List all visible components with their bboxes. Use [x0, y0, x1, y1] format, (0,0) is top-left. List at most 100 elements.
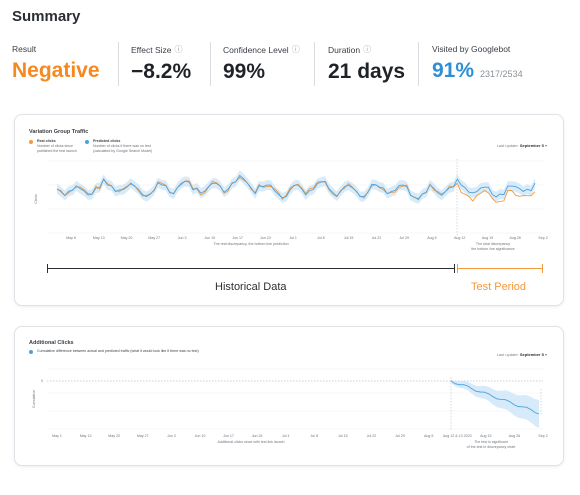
legend-label: Predicted clicks	[93, 139, 121, 143]
x-tick-label: Jun 24	[252, 434, 263, 438]
legend-dot-icon	[85, 140, 89, 144]
last-updated: Last update: September 5 ▾	[496, 352, 547, 357]
x-tick-label: May 6	[66, 236, 76, 240]
legend-predicted-clicks: Predicted clicks Number of clicks if ther…	[85, 139, 152, 153]
x-tick-label: Aug 5	[427, 236, 436, 240]
cumulative-line	[450, 380, 540, 415]
metric-divider	[418, 42, 419, 86]
info-icon[interactable]: ⓘ	[174, 45, 183, 54]
x-tick-label: May 20	[121, 236, 133, 240]
summary-metrics: Result Negative Effect Size ⓘ −8.2% Confi…	[12, 42, 568, 86]
x-tick-label: Aug 5	[424, 434, 433, 438]
x-tick-label: Jun 24	[260, 236, 271, 240]
traffic-chart-card: Variation Group Traffic Real clicks Numbe…	[14, 114, 564, 306]
x-tick-label: Jun 17	[223, 434, 234, 438]
metric-duration-value: 21 days	[328, 60, 406, 83]
x-tick-label: Aug 12	[454, 236, 465, 240]
metric-result-label: Result	[12, 44, 37, 54]
legend-dot-icon	[29, 350, 33, 354]
x-tick-label: Jun 17	[232, 236, 243, 240]
x-sublabel: The real discrepancy, the bottom line pr…	[213, 242, 288, 246]
legend-desc: published the test launch	[37, 149, 77, 153]
x-tick-label: Aug 26	[509, 434, 520, 438]
period-ranges: Historical Data Test Period	[47, 263, 555, 293]
metric-googlebot: Visited by Googlebot 91% 2317/2534	[432, 44, 523, 86]
x-tick-label: Sep 2	[538, 434, 547, 438]
x-tick-label: Jul 29	[399, 236, 409, 240]
metric-divider	[314, 42, 315, 86]
x-tick-label: Jul 22	[367, 434, 377, 438]
metric-confidence: Confidence Level ⓘ 99%	[223, 44, 300, 86]
clicks-chart: 0 Cumulative May 1 May 13 May 20 May 27 Jun 3 J…	[32, 368, 548, 449]
x-tick-label: Aug 26	[510, 236, 521, 240]
metric-duration: Duration ⓘ 21 days	[328, 44, 405, 86]
metric-effect-size: Effect Size ⓘ −8.2%	[131, 44, 191, 86]
metric-effect-size-value: −8.2%	[131, 60, 192, 83]
x-tick-label: Sep 2	[538, 236, 547, 240]
x-tick-label: Jun 3	[167, 434, 176, 438]
x-tick-label: Jul 1	[282, 434, 290, 438]
metric-divider	[118, 42, 119, 86]
x-tick-label: May 27	[137, 434, 149, 438]
metric-divider	[210, 42, 211, 86]
confidence-band	[451, 379, 539, 428]
metric-effect-size-label: Effect Size	[131, 44, 172, 55]
x-tick-label: May 13	[93, 236, 105, 240]
x-tick-label: Jul 8	[310, 434, 318, 438]
metric-googlebot-count: 2317/2534	[480, 69, 523, 79]
x-tick-label: Aug 19	[480, 434, 491, 438]
x-tick-label: May 1	[52, 434, 62, 438]
x-sublabel: The total discrepancy	[476, 242, 510, 246]
metric-result: Result Negative	[12, 44, 100, 86]
x-tick-label: Jul 29	[395, 434, 405, 438]
metric-googlebot-value: 91%	[432, 59, 475, 82]
traffic-chart-title: Variation Group Traffic	[29, 129, 89, 135]
legend-desc: Number of clicks if there was no test	[93, 144, 151, 148]
legend-desc: Number of clicks since	[37, 144, 73, 148]
historical-range-bar	[47, 264, 455, 273]
legend-desc: (calculated by Google Search Model)	[93, 149, 153, 153]
page-title: Summary	[12, 8, 81, 25]
x-tick-label: Jul 15	[338, 434, 348, 438]
info-icon[interactable]: ⓘ	[291, 45, 300, 54]
x-sublabel: Additional clicks since with test link l…	[217, 440, 284, 444]
x-tick-label: May 27	[148, 236, 160, 240]
legend-label: Cumulative difference between actual and…	[37, 349, 199, 353]
predicted-clicks-line	[56, 174, 536, 200]
info-icon[interactable]: ⓘ	[363, 45, 372, 54]
x-tick-label: Jun 10	[195, 434, 206, 438]
last-updated: Last update: September 5 ▾	[496, 143, 547, 148]
x-tick-label: Jul 8	[317, 236, 325, 240]
test-period-label: Test Period	[471, 281, 527, 293]
x-tick-label: Aug 12 & 13 2023	[443, 434, 472, 438]
clicks-chart-card: Additional Clicks Cumulative difference …	[14, 326, 564, 466]
x-sublabel: of the test in discrepancy chart	[467, 445, 516, 449]
x-tick-label: May 20	[108, 434, 120, 438]
legend-dot-icon	[29, 140, 33, 144]
metric-confidence-label: Confidence Level	[223, 44, 289, 55]
y-zero-label: 0	[41, 379, 43, 383]
x-tick-label: Jul 15	[344, 236, 354, 240]
y-axis-label: Clicks	[34, 194, 38, 204]
test-range-bar	[457, 264, 543, 273]
x-sublabel: The test is significant	[474, 440, 508, 444]
metric-googlebot-label: Visited by Googlebot	[432, 44, 511, 54]
x-tick-label: May 13	[80, 434, 92, 438]
x-tick-label: Aug 19	[482, 236, 493, 240]
x-tick-label: Jun 10	[204, 236, 215, 240]
legend-label: Real clicks	[37, 139, 56, 143]
x-sublabel: the bottom line significance	[471, 247, 514, 251]
x-tick-label: Jul 1	[289, 236, 297, 240]
legend-real-clicks: Real clicks Number of clicks since publish…	[29, 139, 77, 153]
metric-duration-label: Duration	[328, 44, 361, 55]
x-tick-label: Jul 22	[372, 236, 382, 240]
historical-data-label: Historical Data	[215, 281, 287, 293]
prediction-band	[57, 170, 535, 204]
metric-result-value: Negative	[12, 59, 100, 82]
x-tick-label: Jun 3	[178, 236, 187, 240]
legend-cumulative: Cumulative difference between actual and…	[29, 349, 199, 354]
y-axis-label: Cumulative	[32, 390, 36, 408]
traffic-chart: Clicks May 6 May 13 May 20 May 27 Jun 3 Jun 10…	[34, 159, 548, 251]
clicks-chart-title: Additional Clicks	[29, 340, 74, 346]
metric-confidence-value: 99%	[223, 60, 266, 83]
